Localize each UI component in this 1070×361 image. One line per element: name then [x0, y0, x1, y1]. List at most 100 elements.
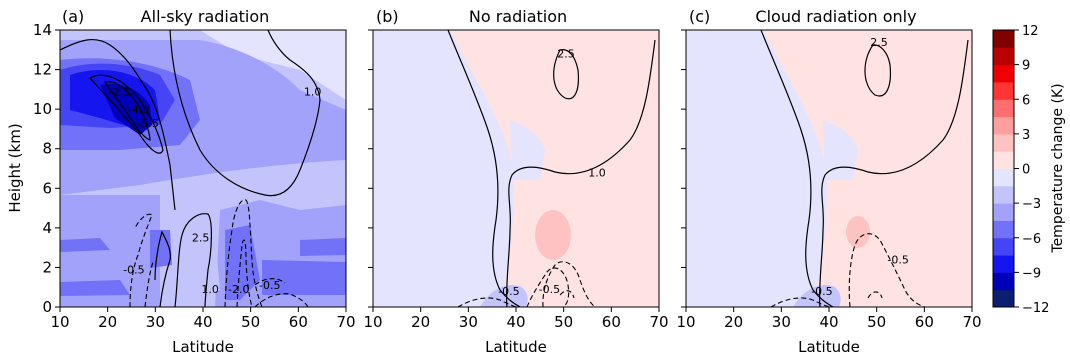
panel-b-xlabel: Latitude	[485, 338, 547, 356]
x-tick-label: 50	[241, 313, 260, 331]
panel-c-field	[686, 30, 972, 307]
colorbar-tick-label: −3	[1022, 197, 1041, 212]
colorbar: 12 9 6 3 0 −3 −6 −9 −12 Temperature change (K)	[992, 24, 1066, 316]
colorbar-segment	[993, 168, 1014, 187]
colorbar-segment	[993, 237, 1014, 256]
x-tick-label: 20	[411, 313, 430, 331]
colorbar-segment	[993, 47, 1014, 66]
x-tick-label: 50	[867, 313, 886, 331]
contour-label: -0.5	[539, 283, 560, 296]
colorbar-tick-label: 0	[1022, 163, 1030, 178]
x-tick-label: 40	[193, 313, 212, 331]
contour-label: -0.5	[811, 285, 832, 298]
panel-b-tag: (b)	[376, 7, 399, 26]
y-tick-label: 6	[42, 179, 52, 197]
colorbar-ticks: 12 9 6 3 0 −3 −6 −9 −12	[1014, 24, 1049, 316]
panel-b-contour-labels: 2.5 1.0 -0.5 -0.5	[498, 48, 606, 298]
colorbar-segment	[993, 255, 1014, 273]
colorbar-segment	[993, 64, 1014, 83]
panel-a-xticks: 10 20 30 40 50 60 70	[50, 307, 356, 331]
y-tick-label: 4	[42, 219, 52, 237]
contour-label: 2.5	[870, 36, 888, 49]
colorbar-segment	[993, 133, 1014, 152]
x-tick-label: 10	[676, 313, 695, 331]
colorbar-segment	[993, 185, 1014, 204]
colorbar-tick-label: 12	[1022, 24, 1039, 39]
x-tick-label: 10	[50, 313, 69, 331]
panel-c-xticks: 10 20 30 40 50 60 70	[676, 307, 982, 331]
contour-label: 1.0	[201, 283, 219, 296]
colorbar-segment	[993, 30, 1014, 48]
panel-a-contour-labels: -2.5 -4.0-5.5 1.0 2.5 -0.5 1.0 -2.0 -0.5	[109, 85, 322, 296]
colorbar-tick-label: −9	[1022, 266, 1041, 281]
x-tick-label: 30	[459, 313, 478, 331]
colorbar-segment	[993, 116, 1014, 135]
panel-a-title: All-sky radiation	[141, 7, 270, 26]
x-tick-label: 70	[336, 313, 355, 331]
panel-b-yticks	[368, 29, 373, 308]
colorbar-tick-label: −12	[1022, 301, 1049, 316]
colorbar-segment	[993, 151, 1014, 169]
panel-c-xlabel: Latitude	[798, 338, 860, 356]
panel-c-yticks	[681, 29, 686, 308]
colorbar-segment	[993, 289, 1014, 308]
contour-label: -2.5	[109, 85, 130, 98]
contour-label: -0.5	[887, 253, 908, 266]
y-tick-label: 12	[33, 61, 52, 79]
y-tick-label: 14	[33, 21, 52, 39]
colorbar-segment	[993, 203, 1014, 221]
panel-c-title: Cloud radiation only	[755, 7, 916, 26]
y-tick-label: 0	[42, 298, 52, 316]
panel-b-field	[373, 30, 659, 307]
panel-a: (a) All-sky radiation Latitude Height (k…	[6, 7, 356, 356]
colorbar-tick-label: 9	[1022, 59, 1030, 74]
panel-c: (c) Cloud radiation only Latitude 10 20 30…	[676, 7, 981, 356]
x-tick-label: 20	[98, 313, 117, 331]
panel-a-tag: (a)	[62, 7, 84, 26]
panel-a-field	[60, 30, 346, 307]
colorbar-tick-label: −6	[1022, 232, 1041, 247]
x-tick-label: 70	[649, 313, 668, 331]
panel-a-yticks: 0 2 4 6 8 10 12 14	[33, 21, 60, 316]
contour-label: -0.5	[498, 285, 519, 298]
x-tick-label: 20	[724, 313, 743, 331]
contour-label: -2.0	[228, 283, 249, 296]
y-tick-label: 2	[42, 258, 52, 276]
colorbar-tick-label: 6	[1022, 93, 1030, 108]
contour-label: -0.5	[123, 263, 144, 276]
x-tick-label: 60	[289, 313, 308, 331]
contour-label: 1.0	[588, 166, 606, 179]
contour-label: 2.5	[192, 232, 210, 245]
x-tick-label: 40	[819, 313, 838, 331]
panel-a-xlabel: Latitude	[172, 338, 234, 356]
x-tick-label: 30	[146, 313, 165, 331]
x-tick-label: 30	[772, 313, 791, 331]
panel-b-xticks: 10 20 30 40 50 60 70	[363, 307, 669, 331]
colorbar-segment	[993, 272, 1014, 291]
panel-b: (b) No radiation Latitude 10 20 30 40 50 60 70…	[363, 7, 668, 356]
colorbar-segment	[993, 81, 1014, 100]
y-tick-label: 8	[42, 140, 52, 158]
colorbar-label: Temperature change (K)	[1050, 83, 1066, 253]
colorbar-tick-label: 3	[1022, 128, 1030, 143]
colorbar-segments	[993, 30, 1014, 308]
x-tick-label: 10	[363, 313, 382, 331]
x-tick-label: 60	[915, 313, 934, 331]
x-tick-label: 60	[602, 313, 621, 331]
panel-a-ylabel: Height (km)	[6, 123, 24, 212]
panel-c-tag: (c)	[689, 7, 710, 26]
y-tick-label: 10	[33, 100, 52, 118]
contour-label: -5.5	[137, 117, 158, 130]
colorbar-segment	[993, 99, 1014, 118]
colorbar-segment	[993, 220, 1014, 239]
contour-label: 1.0	[304, 85, 322, 98]
x-tick-label: 70	[962, 313, 981, 331]
panel-b-title: No radiation	[469, 7, 567, 26]
contour-label: -0.5	[259, 279, 280, 292]
contour-label: -4.0	[128, 103, 149, 116]
contour-label: 2.5	[557, 48, 575, 61]
x-tick-label: 40	[506, 313, 525, 331]
panel-c-contour-labels: 2.5 -0.5 -0.5	[811, 36, 909, 298]
x-tick-label: 50	[554, 313, 573, 331]
